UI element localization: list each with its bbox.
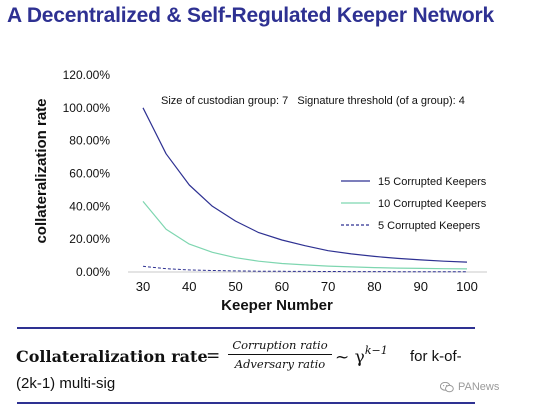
wechat-icon (440, 381, 454, 392)
x-tick-label: 70 (321, 279, 335, 294)
divider-top (17, 327, 475, 329)
y-tick-label: 0.00% (76, 265, 110, 279)
legend-label: 10 Corrupted Keepers (378, 198, 487, 210)
divider-bottom (17, 402, 475, 404)
formula-approx: ~ γk−1 (335, 344, 388, 368)
x-axis-ticks: 30 40 50 60 70 80 90 100 (136, 279, 478, 294)
x-tick-label: 60 (275, 279, 289, 294)
y-tick-label: 80.00% (69, 134, 110, 148)
legend-label: 5 Corrupted Keepers (378, 220, 481, 232)
formula-fraction: Corruption ratio Adversary ratio (228, 338, 332, 371)
series-line-2 (142, 201, 468, 270)
page-title: A Decentralized & Self-Regulated Keeper … (7, 4, 494, 27)
y-tick-label: 60.00% (69, 167, 110, 181)
legend-label: 15 Corrupted Keepers (378, 176, 487, 188)
formula-gamma: ~ γ (335, 347, 365, 368)
chart-annotation: Size of custodian group: 7 Signature thr… (161, 95, 465, 107)
x-axis-label: Keeper Number (221, 297, 333, 314)
x-tick-label: 40 (182, 279, 196, 294)
y-tick-label: 100.00% (63, 101, 111, 115)
formula: Collateralization rate = Corruption rati… (16, 336, 531, 396)
formula-tail: for k-of- (410, 348, 462, 365)
formula-line2: (2k-1) multi-sig (16, 375, 116, 392)
x-tick-label: 50 (228, 279, 242, 294)
series-line-3 (142, 265, 468, 273)
fraction-bar (228, 354, 332, 355)
y-tick-label: 20.00% (69, 232, 110, 246)
y-axis-ticks: 0.00% 20.00% 40.00% 60.00% 80.00% 100.00% 120.… (63, 68, 111, 279)
series-lines (142, 107, 468, 273)
formula-name: Collateralization rate (16, 347, 208, 366)
y-tick-label: 40.00% (69, 199, 110, 213)
keeper-chart: 0.00% 20.00% 40.00% 60.00% 80.00% 100.00% 120.… (33, 68, 487, 314)
x-tick-label: 80 (367, 279, 381, 294)
series-line-1 (142, 107, 468, 263)
formula-denominator: Adversary ratio (234, 357, 326, 371)
formula-exponent: k−1 (364, 344, 388, 357)
x-tick-label: 100 (456, 279, 478, 294)
formula-numerator: Corruption ratio (232, 338, 328, 352)
y-tick-label: 120.00% (63, 68, 111, 82)
watermark: PANews (440, 381, 499, 393)
y-axis-label: collateralization rate (33, 98, 50, 243)
watermark-text: PANews (458, 381, 500, 393)
x-tick-label: 30 (136, 279, 150, 294)
x-tick-label: 90 (413, 279, 427, 294)
formula-equals: = (206, 346, 221, 366)
legend: 15 Corrupted Keepers 10 Corrupted Keepers… (341, 176, 487, 232)
